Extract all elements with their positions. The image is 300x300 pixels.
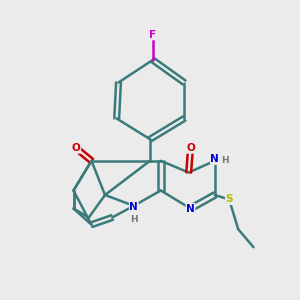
Text: H: H — [130, 215, 138, 224]
Text: N: N — [186, 203, 195, 214]
Text: F: F — [149, 30, 156, 40]
Text: N: N — [210, 154, 219, 164]
Text: O: O — [72, 143, 81, 153]
Text: S: S — [226, 194, 233, 205]
Text: N: N — [129, 202, 138, 212]
Text: O: O — [186, 143, 195, 153]
Text: H: H — [221, 156, 229, 165]
